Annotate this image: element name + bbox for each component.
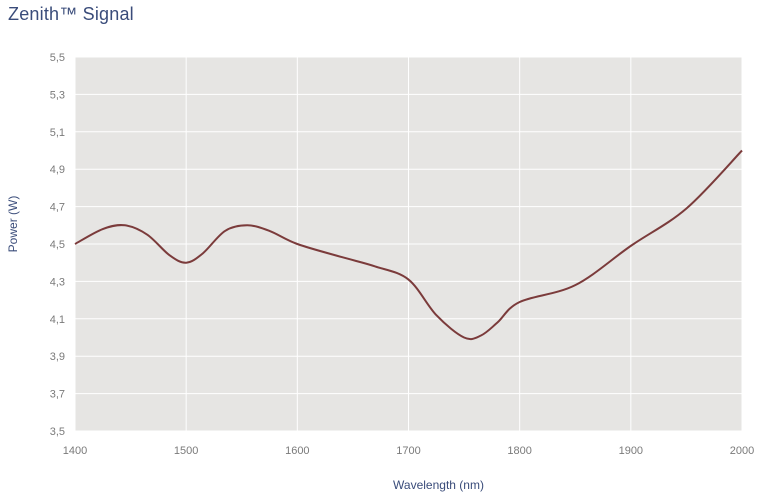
x-tick-label: 1400 [63,445,87,457]
y-axis-label: Power (W) [6,196,20,253]
y-tick-label: 4,1 [50,314,65,326]
y-tick-label: 3,9 [50,351,65,363]
y-tick-label: 5,5 [50,52,65,64]
x-tick-label: 1600 [285,445,309,457]
y-tick-label: 3,7 [50,389,65,401]
x-tick-label: 2000 [730,445,754,457]
y-tick-label: 5,3 [50,89,65,101]
y-tick-labels: 3,5 3,7 3,9 4,1 4,3 4,5 4,7 4,9 5,1 5,3 5,5 [50,52,65,438]
y-tick-label: 5,1 [50,127,65,139]
y-tick-label: 3,5 [50,426,65,438]
gridlines [74,56,743,432]
y-tick-label: 4,7 [50,202,65,214]
x-tick-labels: 1400 1500 1600 1700 1800 1900 2000 [63,445,754,457]
chart-title: Zenith™ Signal [8,4,134,24]
x-tick-label: 1800 [507,445,531,457]
x-tick-label: 1900 [619,445,643,457]
y-tick-label: 4,5 [50,239,65,251]
x-axis-label: Wavelength (nm) [393,478,484,492]
series-line [74,149,743,341]
x-tick-label: 1500 [174,445,198,457]
y-tick-label: 4,9 [50,164,65,176]
y-tick-label: 4,3 [50,276,65,288]
x-tick-label: 1700 [396,445,420,457]
